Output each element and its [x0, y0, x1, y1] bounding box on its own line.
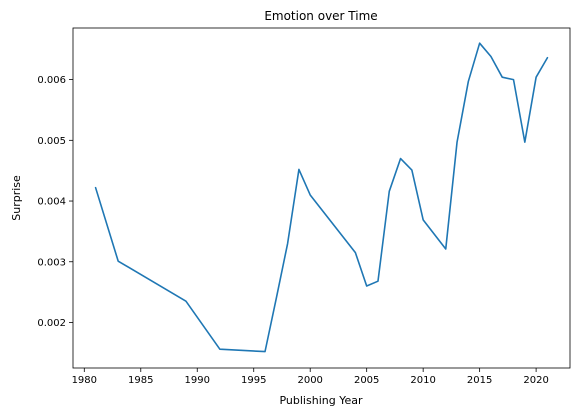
surprise-series-line — [94, 42, 549, 353]
x-tick-label: 2005 — [354, 375, 379, 386]
x-tick-label: 2020 — [523, 375, 548, 386]
y-tick-label: 0.002 — [37, 318, 66, 329]
y-axis-ticks: 0.002 0.003 0.004 0.005 0.006 — [37, 75, 73, 329]
x-tick-label: 2015 — [467, 375, 492, 386]
y-tick-label: 0.005 — [37, 136, 66, 147]
x-tick-label: 2000 — [297, 375, 322, 386]
y-tick-label: 0.003 — [37, 257, 66, 268]
x-axis-label: Publishing Year — [279, 394, 362, 407]
x-axis-ticks: 1980 1985 1990 1995 2000 2005 2010 2015 2020 — [72, 368, 549, 386]
chart-title: Emotion over Time — [264, 9, 377, 23]
plot-area-frame — [72, 27, 571, 369]
x-tick-label: 1985 — [128, 375, 153, 386]
x-tick-label: 1990 — [185, 375, 210, 386]
x-tick-label: 1980 — [72, 375, 97, 386]
y-axis-label: Surprise — [10, 175, 23, 221]
x-tick-label: 1995 — [241, 375, 266, 386]
x-tick-label: 2010 — [410, 375, 435, 386]
y-tick-label: 0.004 — [37, 197, 66, 208]
y-tick-label: 0.006 — [37, 75, 66, 86]
